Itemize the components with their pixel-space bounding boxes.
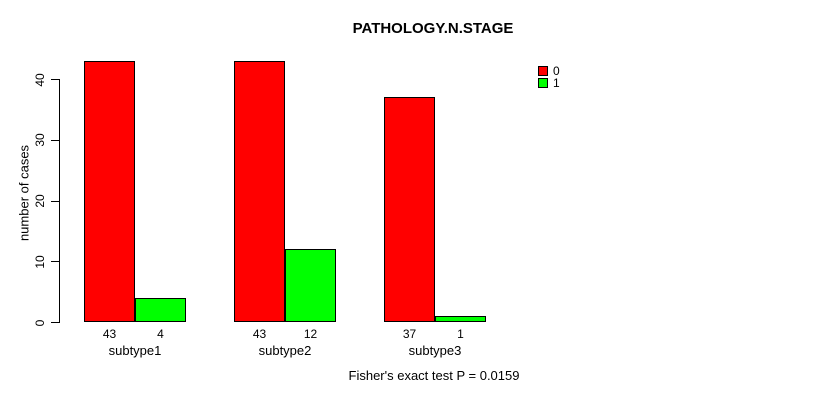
bar-subtype2-series-0 [234,61,285,322]
x-axis-category-label: subtype2 [258,343,312,358]
bar-subtype1-series-0 [84,61,135,322]
bar-subtype1-series-1 [135,298,186,322]
bar-value-label: 12 [303,327,318,341]
annotation-text: Fisher's exact test P = 0.0159 [348,368,520,383]
y-axis-tick-label: 20 [33,194,47,208]
y-axis-tick [51,322,59,323]
x-axis-category-label: subtype3 [408,343,462,358]
y-axis-tick [51,200,59,202]
y-axis-tick-label: 0 [33,319,47,326]
bar-value-label: 37 [402,327,417,341]
legend-row: 1 [538,77,560,89]
y-axis-tick-label: 40 [33,72,47,87]
x-axis-category-label: subtype1 [108,343,162,358]
legend-swatch [538,66,548,76]
y-axis-label: number of cases [16,144,32,242]
y-axis-tick-label: 30 [33,133,47,147]
bar-value-label: 4 [157,327,164,341]
bar-subtype3-series-0 [384,97,435,322]
bar-value-label: 43 [102,327,117,341]
bar-subtype3-series-1 [435,316,486,322]
y-axis-tick [51,261,59,263]
legend-label: 0 [553,64,560,78]
legend-label: 1 [553,76,560,90]
bar-value-label: 43 [252,327,267,341]
bar-value-label: 1 [457,327,464,341]
bar-subtype2-series-1 [285,249,336,322]
y-axis-tick-label: 10 [33,255,47,269]
chart-title: PATHOLOGY.N.STAGE [352,20,514,37]
legend-swatch [538,78,548,88]
y-axis-line [59,79,60,323]
legend-row: 0 [538,65,560,77]
y-axis-tick [51,139,59,141]
y-axis-tick [51,79,59,80]
